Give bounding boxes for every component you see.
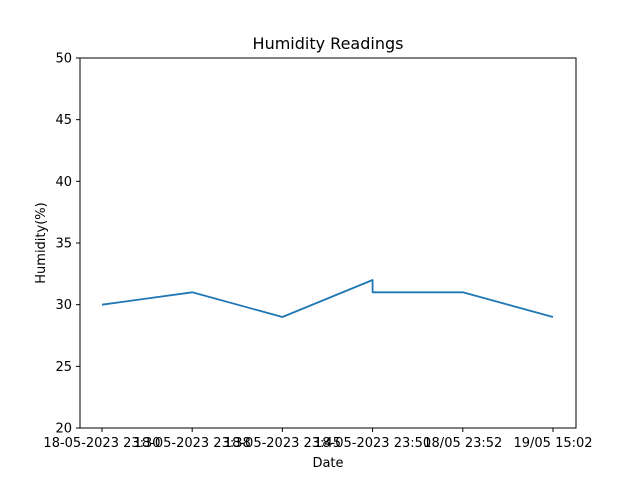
x-axis-title: Date: [312, 456, 343, 471]
plot-area-frame: [79, 57, 577, 429]
y-tick-label: 35: [55, 237, 72, 252]
y-tick-label: 30: [55, 298, 72, 313]
x-tick-label: 18/05 23:52: [423, 436, 502, 451]
chart-title: Humidity Readings: [253, 34, 404, 53]
x-tick-label: 18-05-2023 23:30: [43, 436, 160, 451]
y-tick-label: 50: [55, 52, 72, 67]
y-tick-label: 40: [55, 175, 72, 190]
y-tick-label: 45: [55, 113, 72, 128]
x-tick-label: 18-05-2023 23:45: [224, 436, 341, 451]
y-axis-title: Humidity(%): [34, 202, 49, 283]
x-tick-label: 19/05 15:02: [513, 436, 592, 451]
y-tick-label: 25: [55, 360, 72, 375]
x-tick-label: 18-05-2023 23:50: [314, 436, 431, 451]
x-tick-label: 18-05-2023 23:38: [134, 436, 251, 451]
y-tick-label: 20: [55, 422, 72, 437]
series-line-humidity: [101, 279, 554, 318]
